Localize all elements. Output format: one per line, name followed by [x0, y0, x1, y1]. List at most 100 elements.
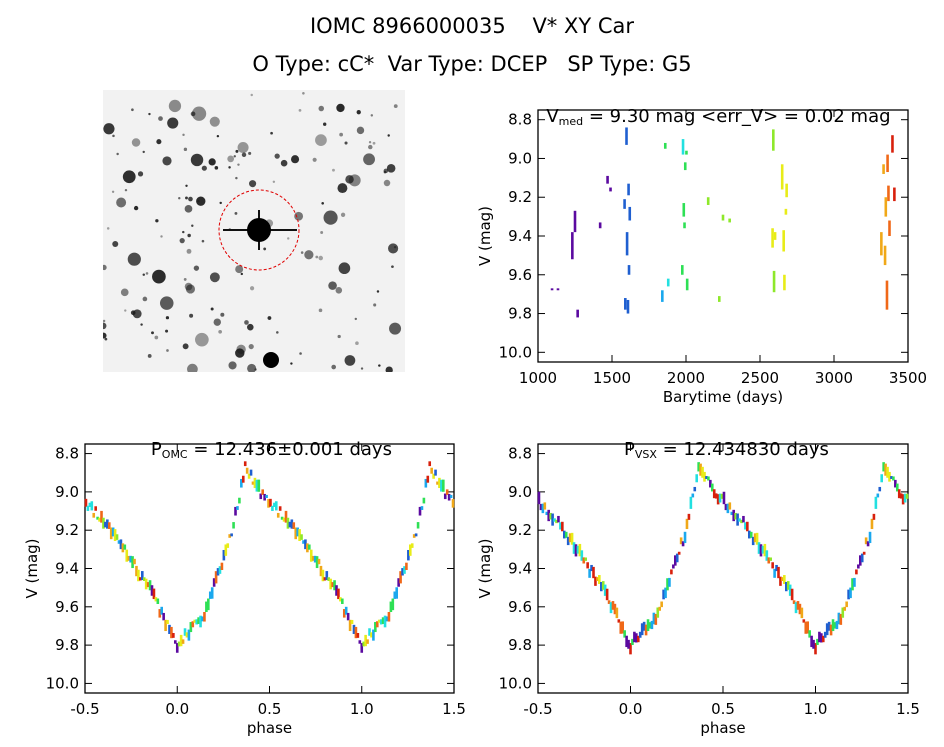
finder-star: [315, 134, 327, 147]
finder-star: [344, 141, 348, 145]
finder-star: [391, 265, 394, 269]
finder-target-circle: [218, 189, 300, 271]
finder-star: [124, 309, 127, 312]
finder-star: [386, 163, 396, 173]
finder-star: [336, 103, 345, 113]
phase-vsx-ytick-label: 9.2: [508, 521, 532, 539]
finder-star: [158, 116, 163, 121]
finder-star: [250, 93, 253, 97]
phase-vsx-ytick-label: 9.6: [508, 598, 532, 616]
finder-star: [385, 366, 393, 372]
finder-star: [340, 212, 346, 217]
finder-star: [233, 155, 236, 158]
phase-vsx-xtick-label: 0.5: [711, 700, 735, 718]
finder-star: [196, 196, 206, 206]
finder-star: [237, 163, 240, 166]
finder-star: [323, 210, 338, 225]
finder-star: [156, 139, 162, 145]
finder-star: [354, 317, 357, 321]
finder-star: [183, 147, 188, 152]
finder-star: [131, 108, 134, 112]
finder-star: [370, 114, 374, 117]
finder-star: [103, 322, 107, 330]
finder-star: [393, 245, 397, 249]
finder-target-star: [247, 218, 271, 242]
phase-omc-xtick-label: 1.0: [350, 700, 374, 718]
finder-star: [372, 141, 376, 145]
lightcurve-ytick-label: 9.6: [508, 266, 532, 284]
phase-omc-ytick-label: 9.8: [55, 636, 79, 654]
finder-star: [182, 343, 189, 350]
phase-omc-ytick-label: 9.4: [55, 560, 79, 578]
finder-star: [235, 265, 244, 274]
finder-star: [383, 168, 389, 174]
phase-vsx-title: PVSX = 12.434830 days: [515, 418, 915, 482]
finder-star: [142, 273, 146, 276]
finder-star: [142, 150, 145, 154]
finder-star: [235, 176, 238, 180]
finder-star: [142, 296, 148, 302]
finder-star: [188, 196, 193, 202]
finder-star: [241, 152, 247, 158]
lightcurve-xlabel: Barytime (days): [663, 388, 783, 406]
finder-star: [323, 122, 327, 126]
lightcurve-ytick-label: 9.8: [508, 305, 532, 323]
lightcurve-ytick-label: 9.4: [508, 227, 532, 245]
lightcurve-ytick-label: 10.0: [499, 343, 532, 361]
finder-star: [178, 196, 181, 200]
finder-star: [103, 123, 115, 135]
finder-star: [130, 310, 136, 316]
finder-star: [321, 202, 324, 205]
finder-star: [218, 329, 222, 334]
lightcurve-title: Vmed = 9.30 mag <err_V> = 0.02 mag: [470, 85, 944, 149]
finder-star: [235, 149, 239, 153]
finder-star: [272, 180, 276, 183]
phase-vsx-ylabel: V (mag): [476, 538, 494, 598]
finder-star: [116, 152, 119, 156]
finder-star: [165, 316, 170, 320]
finder-star: [387, 134, 390, 137]
finder-star: [299, 352, 302, 355]
phase-vsx-title-rest: = 12.434830 days: [656, 439, 829, 460]
finder-star: [103, 264, 107, 271]
finder-star: [220, 312, 225, 317]
finder-star: [248, 151, 252, 155]
finder-star: [280, 159, 288, 167]
lightcurve-xtick-label: 1500: [593, 369, 631, 387]
finder-star: [124, 188, 128, 192]
lightcurve-ylabel: V (mag): [476, 206, 494, 266]
phase-vsx-ytick-label: 9.4: [508, 560, 532, 578]
finder-star: [214, 166, 219, 170]
phase-vsx-ytick-label: 10.0: [499, 674, 532, 692]
finder-star: [318, 105, 325, 112]
finder-star: [201, 165, 207, 171]
finder-star: [112, 240, 119, 248]
finder-star: [294, 211, 304, 221]
finder-star: [360, 367, 364, 370]
finder-star: [193, 265, 200, 271]
finder-star: [298, 109, 302, 112]
finder-star: [335, 287, 343, 294]
finder-star: [182, 230, 185, 234]
finder-star: [152, 269, 166, 284]
finder-star: [182, 133, 185, 137]
finder-star: [183, 278, 187, 281]
finder-star: [228, 361, 237, 370]
finder-star: [189, 313, 194, 318]
phase-vsx-xtick-label: 1.0: [804, 700, 828, 718]
phase-vsx-xtick-label: 0.0: [619, 700, 643, 718]
finder-star: [187, 363, 198, 372]
finder-star: [133, 205, 139, 211]
finder-star: [122, 170, 136, 184]
finder-star: [318, 255, 324, 261]
finder-star: [263, 247, 267, 251]
finder-star: [249, 286, 255, 291]
finder-star: [389, 322, 402, 335]
finder-star: [160, 235, 163, 238]
finder-star: [332, 168, 335, 172]
finder-star: [290, 362, 293, 365]
finder-star: [140, 323, 143, 326]
phase-vsx-ytick-label: 9.0: [508, 483, 532, 501]
lightcurve-xtick-label: 2500: [741, 369, 779, 387]
